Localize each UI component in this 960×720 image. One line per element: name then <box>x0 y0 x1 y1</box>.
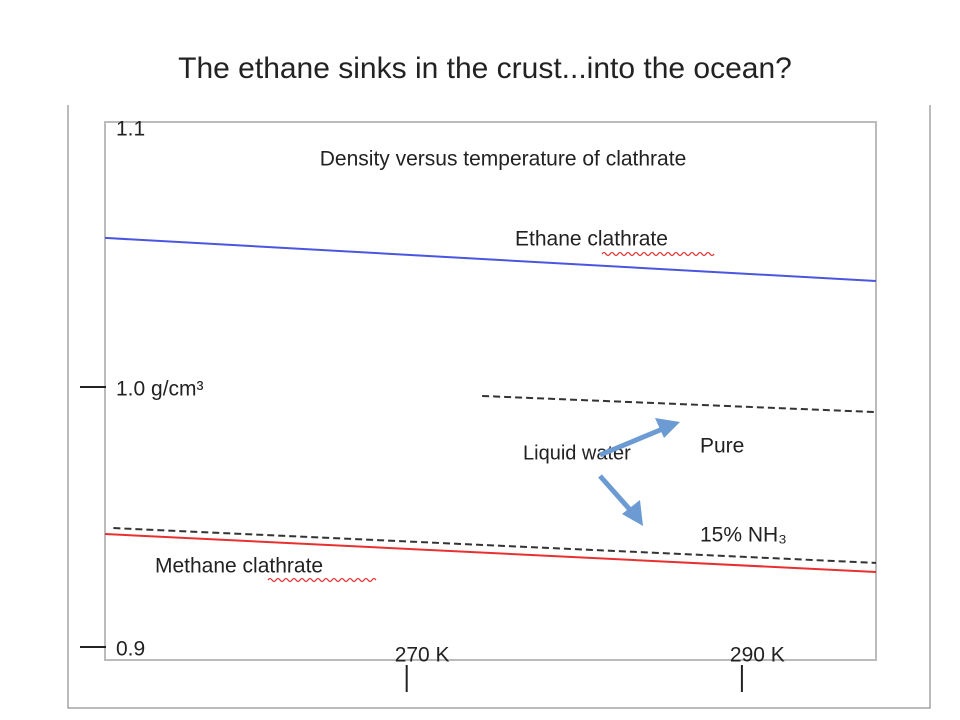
series-label: Ethane clathrate <box>515 228 668 251</box>
frame <box>67 105 931 709</box>
series-label: Methane clathrate <box>155 555 323 578</box>
y-tick-label: 0.9 <box>116 638 145 661</box>
x-tick-label: 290 K <box>730 644 785 667</box>
annotation: Liquid water <box>523 442 631 464</box>
x-tick-label: 270 K <box>395 644 450 667</box>
chart-title: Density versus temperature of clathrate <box>320 148 687 171</box>
y-tick-label: 1.0 g/cm³ <box>116 378 204 401</box>
series-line <box>104 533 877 573</box>
y-tick-label: 1.1 <box>116 118 145 141</box>
series-line <box>104 236 877 283</box>
spell-underlines <box>267 251 715 583</box>
arrows <box>598 418 680 526</box>
series-line <box>482 394 877 414</box>
slide-title: The ethane sinks in the crust...into the… <box>178 52 792 85</box>
series-line <box>113 527 877 564</box>
series-label: Pure <box>700 435 744 458</box>
plot-area <box>104 121 877 661</box>
series-label: 15% NH₃ <box>700 524 787 547</box>
